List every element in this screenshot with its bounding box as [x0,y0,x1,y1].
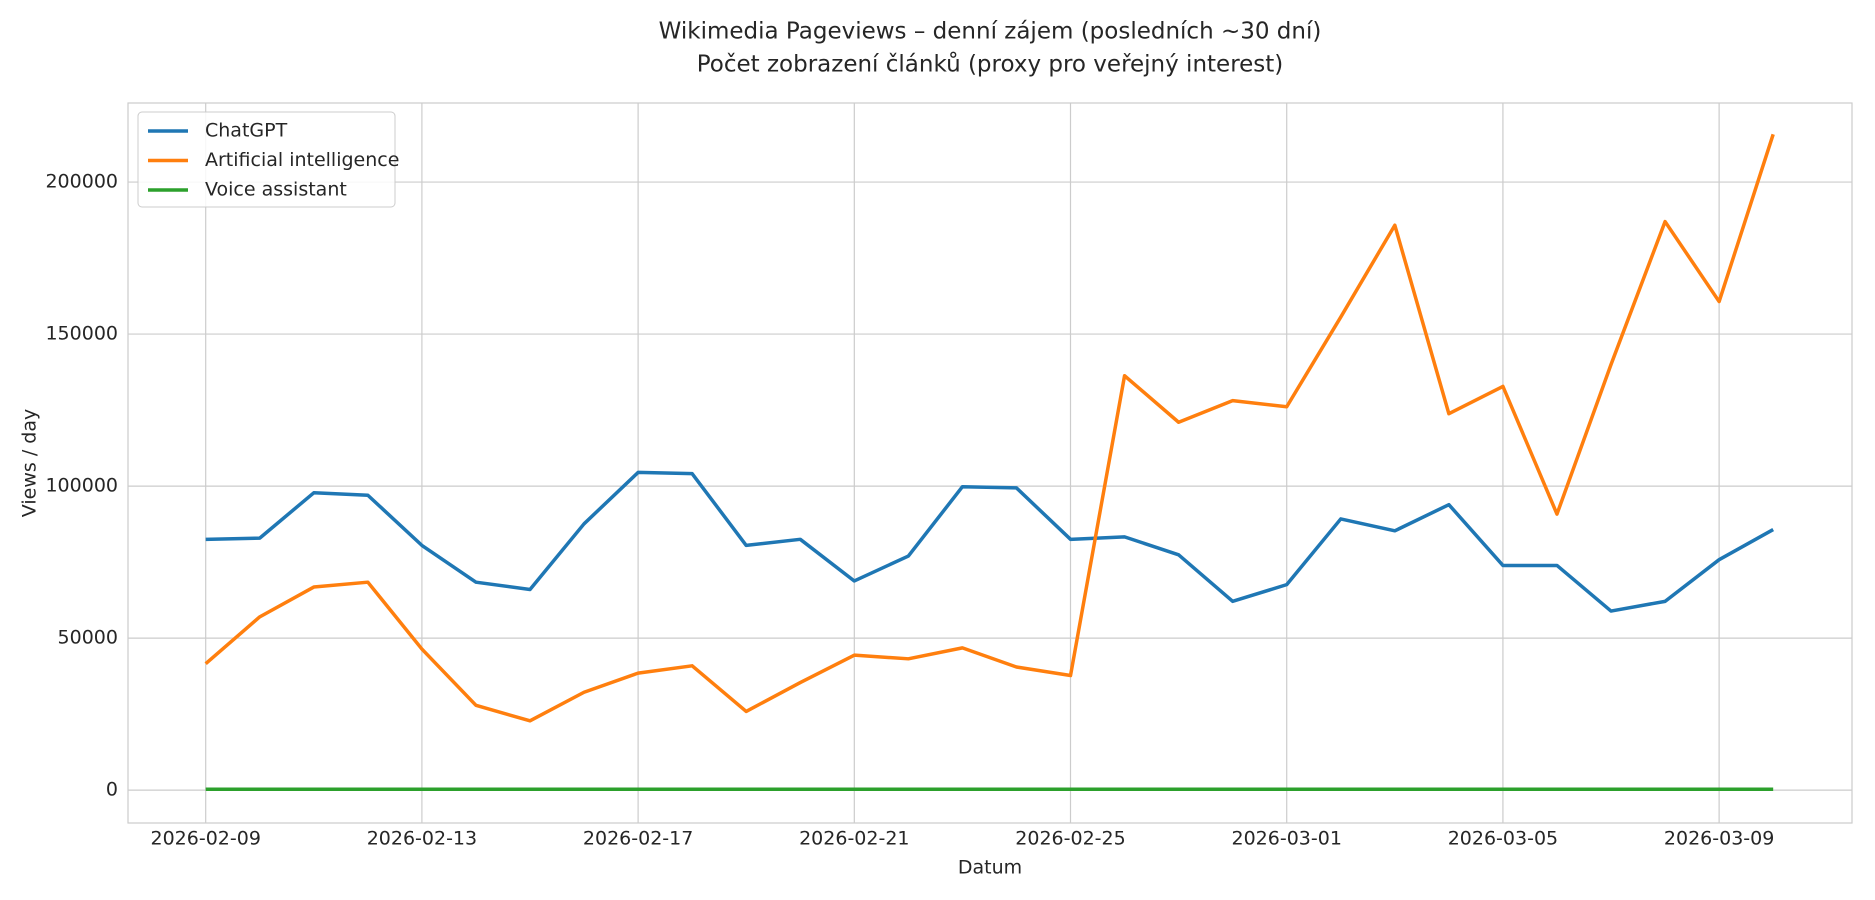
x-tick-label: 2026-02-17 [583,828,693,850]
x-tick-label: 2026-03-09 [1664,828,1774,850]
legend-label: Artificial intelligence [205,149,399,171]
legend-frame [137,111,396,208]
x-tick-label: 2026-03-05 [1448,828,1558,850]
x-tick-label: 2026-02-25 [1015,828,1125,850]
y-tick-label: 50000 [58,627,118,649]
x-axis-label: Datum [958,857,1022,879]
plot-frame [127,102,1853,824]
x-tick-label: 2026-02-21 [799,828,909,850]
legend-label: ChatGPT [205,120,288,142]
legend-label: Voice assistant [205,179,347,201]
x-tick-label: 2026-03-01 [1232,828,1342,850]
x-tick-label: 2026-02-09 [150,828,260,850]
legend: ChatGPT Artificial intelligence Voice assi… [137,111,399,208]
y-tick-label: 100000 [45,475,118,497]
y-tick-label: 150000 [45,323,118,345]
x-tick-label: 2026-02-13 [367,828,477,850]
line-series [204,133,1775,723]
line-series [205,470,1775,613]
y-tick-label: 0 [106,779,118,801]
y-tick-label: 200000 [45,171,118,193]
chart-subtitle: Počet zobrazení článků (proxy pro veřejn… [697,51,1284,78]
chart-title: Wikimedia Pageviews – denní zájem (posle… [659,19,1322,45]
y-axis-label: Views / day [19,409,41,517]
